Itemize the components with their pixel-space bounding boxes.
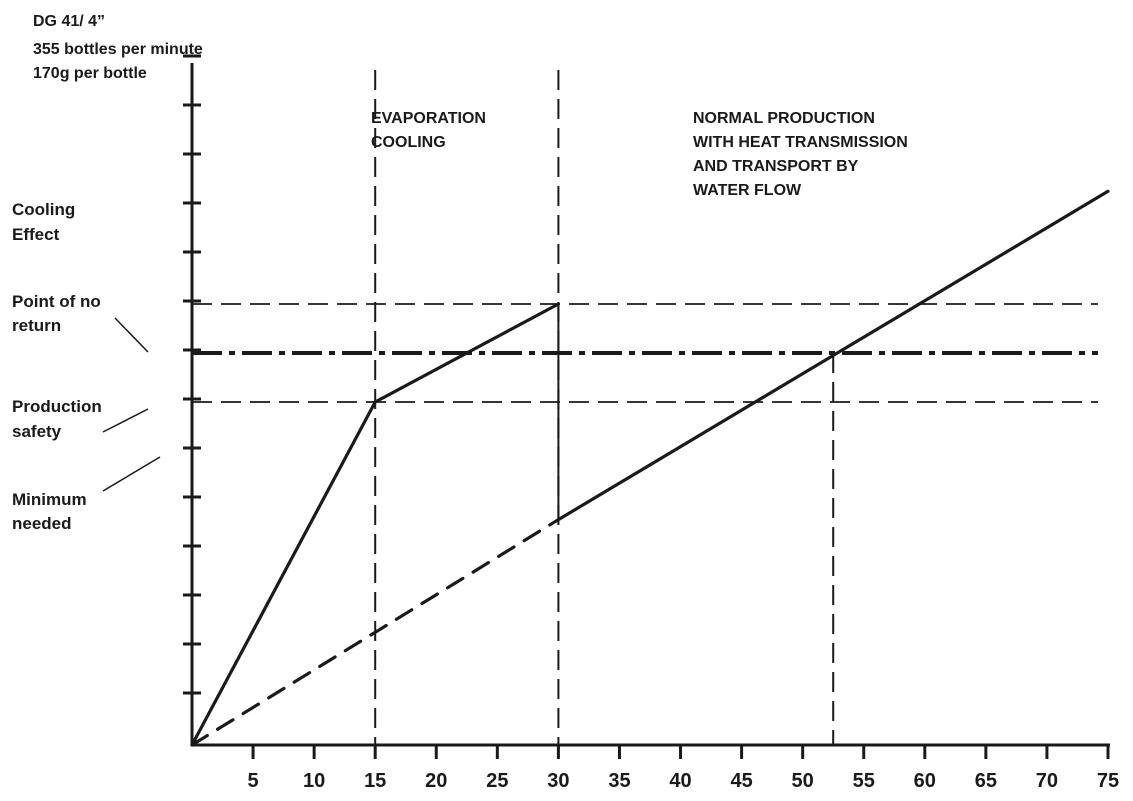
normal-production-label-2: WITH HEAT TRANSMISSION (693, 134, 908, 151)
minimum-needed-label-1: Minimum (12, 490, 87, 509)
x-tick-label: 30 (547, 770, 569, 792)
series-line-3 (556, 189, 1110, 522)
header-line-1: DG 41/ 4” (33, 13, 105, 30)
evaporation-label-1: EVAPORATION (371, 110, 486, 127)
cooling-effect-label-1: Cooling (12, 200, 75, 219)
normal-production-label-3: AND TRANSPORT BY (693, 158, 859, 175)
x-tick-label: 60 (914, 770, 936, 792)
header-line-3: 170g per bottle (33, 65, 147, 82)
x-tick-label: 65 (975, 770, 997, 792)
x-tick-label: 70 (1036, 770, 1058, 792)
x-tick-label: 20 (425, 770, 447, 792)
series-line-1 (190, 302, 561, 747)
evaporation-label-2: COOLING (371, 134, 446, 151)
plot-area: 5 10 15 20 25 30 35 40 45 50 55 60 65 70 75 (183, 54, 1119, 792)
side-labels: Cooling Effect Point of no return Produc… (12, 200, 161, 533)
leader-minimum-needed (102, 456, 161, 492)
x-tick-label: 55 (853, 770, 875, 792)
minimum-needed-label-2: needed (12, 514, 72, 533)
x-tick-label: 75 (1097, 770, 1119, 792)
normal-production-label-1: NORMAL PRODUCTION (693, 110, 875, 127)
normal-production-label-4: WATER FLOW (693, 182, 802, 199)
x-tick-label: 45 (730, 770, 752, 792)
x-tick-label: 50 (792, 770, 814, 792)
leader-production-safety (102, 408, 149, 433)
x-tick-label: 15 (364, 770, 386, 792)
production-safety-label-1: Production (12, 397, 102, 416)
cooling-effect-label-2: Effect (12, 225, 60, 244)
x-tick-label: 5 (248, 770, 259, 792)
leader-point-of-no-return (114, 317, 149, 353)
x-tick-label: 35 (608, 770, 630, 792)
region-labels: EVAPORATION COOLING NORMAL PRODUCTION WI… (371, 110, 908, 199)
x-tick-label: 40 (669, 770, 691, 792)
x-tick-label: 10 (303, 770, 325, 792)
x-tick-label: 25 (486, 770, 508, 792)
point-of-no-return-label-1: Point of no (12, 292, 101, 311)
production-safety-label-2: safety (12, 422, 62, 441)
series-line-2 (190, 517, 561, 747)
chart-header: DG 41/ 4” 355 bottles per minute 170g pe… (33, 13, 203, 82)
point-of-no-return-label-2: return (12, 316, 61, 335)
header-line-2: 355 bottles per minute (33, 41, 203, 58)
